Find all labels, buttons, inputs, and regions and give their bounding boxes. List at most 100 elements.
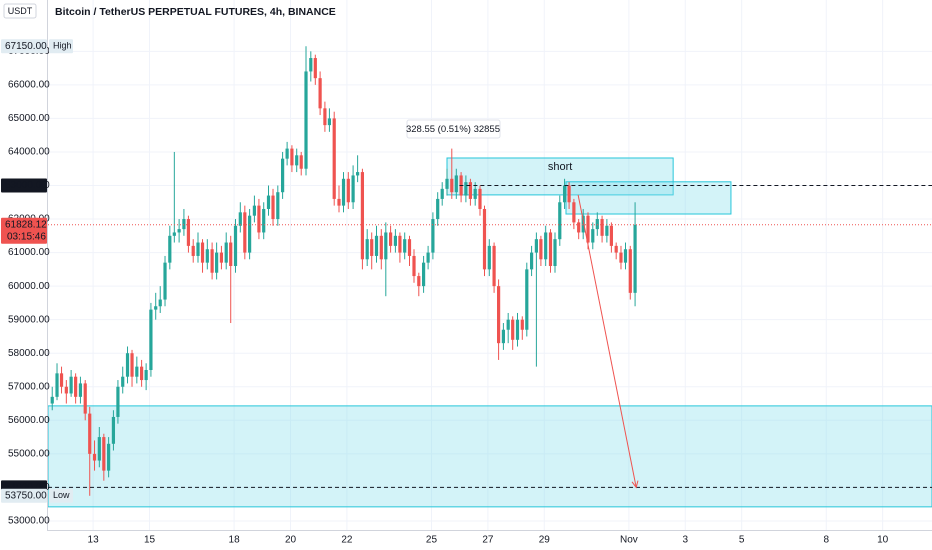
price-note-box bbox=[49, 39, 73, 54]
candle-body bbox=[177, 229, 181, 233]
candle-body bbox=[290, 148, 294, 166]
candle-body bbox=[393, 235, 397, 246]
price-label: 54000.00 bbox=[5, 482, 47, 493]
x-tick-label: 13 bbox=[88, 535, 100, 546]
x-tick-label: 25 bbox=[426, 535, 438, 546]
y-tick-label: 55000.00 bbox=[8, 448, 50, 459]
candle-body bbox=[492, 245, 496, 287]
x-tick-label: Nov bbox=[620, 535, 638, 546]
y-tick-label: 65000.00 bbox=[8, 113, 50, 124]
candle-body bbox=[558, 202, 562, 240]
candle-body bbox=[403, 239, 407, 253]
candle-body bbox=[407, 239, 412, 256]
candle-body bbox=[299, 155, 303, 169]
price-label-box bbox=[1, 39, 47, 54]
price-label-sub: 03:15:46 bbox=[7, 231, 46, 242]
price-note-box bbox=[49, 488, 73, 503]
candle-body bbox=[473, 188, 477, 199]
candle-body bbox=[309, 58, 313, 72]
candle-body bbox=[356, 172, 360, 176]
candle-body bbox=[50, 396, 54, 404]
candle-body bbox=[562, 185, 567, 203]
candle-body bbox=[398, 235, 402, 253]
candle-body bbox=[548, 232, 553, 267]
candle-body bbox=[69, 376, 73, 394]
y-tick-label: 61000.00 bbox=[8, 247, 50, 258]
candle-body bbox=[196, 242, 200, 256]
candle-body bbox=[605, 225, 609, 236]
candle-body bbox=[327, 118, 332, 126]
candle-body bbox=[623, 249, 628, 263]
candle-body bbox=[619, 252, 623, 263]
candle-body bbox=[140, 366, 144, 381]
price-label: 63000.00 bbox=[5, 180, 47, 191]
candle-body bbox=[600, 219, 604, 236]
candle-body bbox=[511, 319, 515, 340]
arrow-head bbox=[631, 480, 639, 489]
candle-body bbox=[384, 232, 388, 260]
candle-body bbox=[412, 255, 416, 277]
candle-body bbox=[102, 437, 106, 471]
candle-body bbox=[332, 118, 336, 199]
candle-body bbox=[248, 215, 252, 253]
y-tick-label: 58000.00 bbox=[8, 348, 50, 359]
candle-body bbox=[163, 262, 167, 300]
candle-body bbox=[539, 239, 543, 260]
candle-body bbox=[478, 188, 482, 209]
price-label-box bbox=[1, 178, 47, 193]
candle-body bbox=[525, 269, 529, 330]
candle-body bbox=[64, 386, 68, 394]
y-tick-label: 59000.00 bbox=[8, 314, 50, 325]
candle-body bbox=[158, 299, 162, 307]
candle-body bbox=[135, 366, 139, 377]
price-note: Low bbox=[53, 490, 70, 500]
candle-body bbox=[281, 158, 285, 193]
candle-body bbox=[313, 58, 317, 79]
measure-label: 328.55 (0.51%) 32855 bbox=[406, 124, 500, 135]
y-tick-label: 66000.00 bbox=[8, 80, 50, 91]
candle-body bbox=[431, 219, 435, 253]
x-tick-label: 10 bbox=[877, 535, 889, 546]
candle-body bbox=[125, 353, 130, 377]
candle-body bbox=[374, 235, 379, 256]
candle-body bbox=[487, 245, 491, 270]
overlay bbox=[48, 185, 932, 489]
candle-body bbox=[55, 373, 59, 397]
candle-body bbox=[544, 232, 548, 260]
zones: short bbox=[47, 157, 932, 508]
candle-body bbox=[450, 178, 454, 193]
candle-body bbox=[205, 249, 209, 263]
candle-body bbox=[168, 235, 172, 263]
candle-body bbox=[295, 155, 299, 166]
y-tick-label: 56000.00 bbox=[8, 415, 50, 426]
candle-body bbox=[233, 225, 238, 267]
candle-body bbox=[389, 232, 393, 246]
candle-body bbox=[59, 373, 64, 387]
candle-body bbox=[224, 242, 228, 263]
x-tick-label: 15 bbox=[144, 535, 156, 546]
x-tick-label: 3 bbox=[682, 535, 688, 546]
candle-body bbox=[219, 252, 224, 263]
candle-body bbox=[191, 245, 195, 256]
candle-body bbox=[107, 443, 111, 471]
candle-body bbox=[116, 386, 120, 417]
candle-body bbox=[609, 225, 613, 246]
candle-body bbox=[257, 205, 261, 233]
candle-body bbox=[92, 453, 97, 461]
candle-body bbox=[567, 185, 571, 203]
candle-body bbox=[501, 329, 505, 344]
candle-body bbox=[111, 416, 116, 444]
candle-body bbox=[74, 376, 78, 397]
x-tick-label: 20 bbox=[285, 535, 297, 546]
axes: 53000.00 54000.00 55000.00 56000.00 57000.00… bbox=[1, 39, 889, 546]
price-note: High bbox=[53, 41, 72, 51]
x-tick-label: 5 bbox=[739, 535, 745, 546]
currency: USDT bbox=[8, 6, 33, 16]
candle-body bbox=[285, 148, 289, 159]
candle-body bbox=[417, 276, 421, 287]
arrow-line bbox=[577, 194, 637, 488]
x-tick-label: 29 bbox=[539, 535, 551, 546]
candle-body bbox=[323, 108, 327, 126]
